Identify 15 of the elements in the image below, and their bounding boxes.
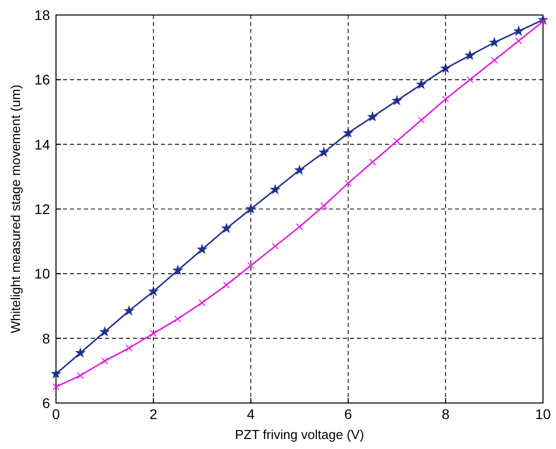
y-tick-label: 10: [34, 266, 50, 282]
x-tick-label: 6: [344, 406, 352, 422]
x-tick-label: 0: [52, 406, 60, 422]
y-tick-label: 18: [34, 7, 50, 23]
x-tick-label: 8: [442, 406, 450, 422]
x-axis-title: PZT friving voltage (V): [234, 427, 364, 442]
x-tick-label: 4: [246, 406, 255, 422]
x-tick-label: 2: [150, 406, 158, 422]
y-tick-label: 12: [34, 201, 50, 217]
x-tick-label: 10: [535, 406, 551, 422]
y-tick-label: 14: [34, 136, 50, 152]
y-tick-label: 8: [42, 330, 50, 346]
y-axis-title: Whitelight measured stage movement (um): [8, 84, 23, 334]
y-tick-label: 6: [42, 395, 50, 411]
y-tick-label: 16: [34, 72, 50, 88]
